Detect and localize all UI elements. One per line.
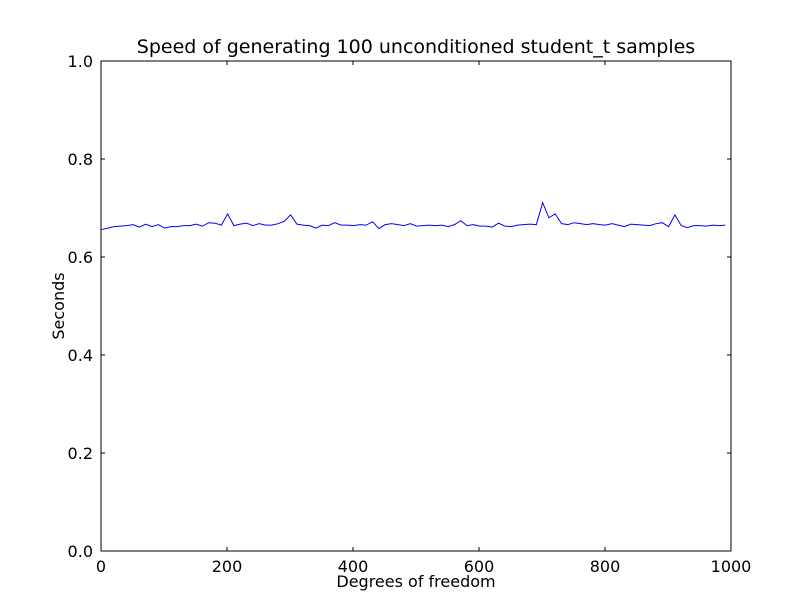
y-tick-label-3: 0.6 [68, 248, 93, 267]
x-axis-ticks: 0 200 400 600 800 1000 [96, 61, 751, 576]
series-line-0 [101, 201, 726, 231]
chart-title: Speed of generating 100 unconditioned st… [137, 36, 695, 58]
plot-layer [101, 201, 726, 231]
x-tick-label-4: 800 [590, 557, 621, 576]
y-tick-label-5: 1.0 [68, 52, 93, 71]
x-axis-title: Degrees of freedom [336, 572, 495, 591]
x-tick-label-1: 200 [212, 557, 243, 576]
x-tick-label-0: 0 [96, 557, 106, 576]
y-tick-label-0: 0.0 [68, 542, 93, 561]
y-axis-title: Seconds [49, 272, 68, 339]
y-tick-label-1: 0.2 [68, 444, 93, 463]
y-tick-label-4: 0.8 [68, 150, 93, 169]
x-tick-label-3: 600 [464, 557, 495, 576]
x-tick-label-5: 1000 [711, 557, 752, 576]
y-axis-ticks: 0.0 0.2 0.4 0.6 0.8 1.0 [68, 52, 731, 561]
y-tick-label-2: 0.4 [68, 346, 93, 365]
x-tick-label-2: 400 [338, 557, 369, 576]
plot-frame [100, 60, 732, 552]
